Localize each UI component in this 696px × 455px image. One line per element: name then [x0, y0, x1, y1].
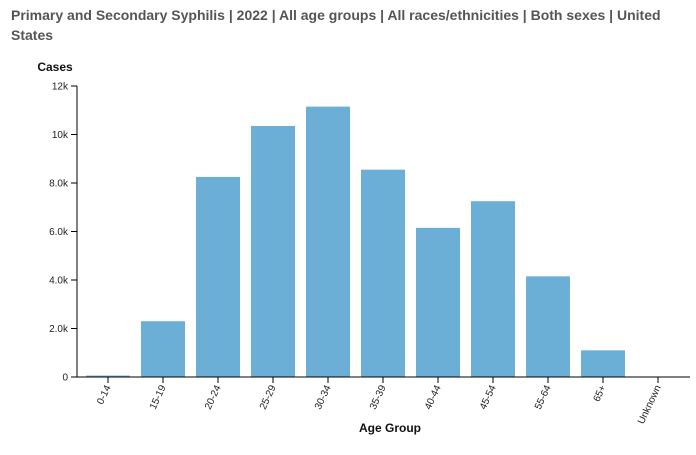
bar-45-54[interactable] — [471, 201, 515, 377]
chart-title: Primary and Secondary Syphilis | 2022 | … — [11, 7, 661, 43]
y-tick-label: 6.0k — [49, 227, 69, 238]
bar-35-39[interactable] — [361, 169, 405, 377]
x-tick-label: Unknown — [636, 384, 664, 426]
y-tick-label: 12k — [52, 82, 69, 93]
y-axis-ticks: 0 2.0k 4.0k 6.0k 8.0k 10k 12k — [49, 82, 77, 384]
y-tick-label: 8.0k — [49, 179, 69, 190]
x-tick-label: 15-19 — [148, 383, 169, 411]
bars-group — [86, 106, 625, 378]
y-tick-label: 10k — [52, 130, 69, 141]
x-axis-ticks: 0-14 15-19 20-24 25-29 30-34 35-39 40-44 45-54 5… — [95, 377, 664, 426]
y-tick-label: 4.0k — [49, 276, 69, 287]
x-tick-label: 20-24 — [203, 383, 224, 411]
bar-40-44[interactable] — [416, 227, 460, 377]
y-tick-label: 2.0k — [49, 324, 69, 335]
bar-55-64[interactable] — [526, 276, 570, 377]
x-tick-label: 40-44 — [423, 383, 444, 411]
bar-25-29[interactable] — [251, 126, 295, 377]
x-tick-label: 55-64 — [533, 383, 554, 411]
bar-0-14[interactable] — [86, 375, 130, 377]
y-axis-title: Cases — [37, 60, 73, 74]
bar-65-[interactable] — [581, 350, 625, 377]
x-tick-label: 0-14 — [95, 383, 114, 406]
bar-15-19[interactable] — [141, 321, 185, 377]
x-tick-label: 25-29 — [258, 383, 279, 411]
y-tick-label: 0 — [62, 373, 68, 384]
x-tick-label: 65+ — [592, 383, 609, 403]
x-tick-label: 30-34 — [313, 383, 334, 411]
bar-30-34[interactable] — [306, 106, 350, 378]
bar-20-24[interactable] — [196, 176, 240, 377]
x-tick-label: 35-39 — [368, 383, 389, 411]
x-axis-title: Age Group — [359, 421, 421, 435]
x-tick-label: 45-54 — [478, 383, 499, 411]
